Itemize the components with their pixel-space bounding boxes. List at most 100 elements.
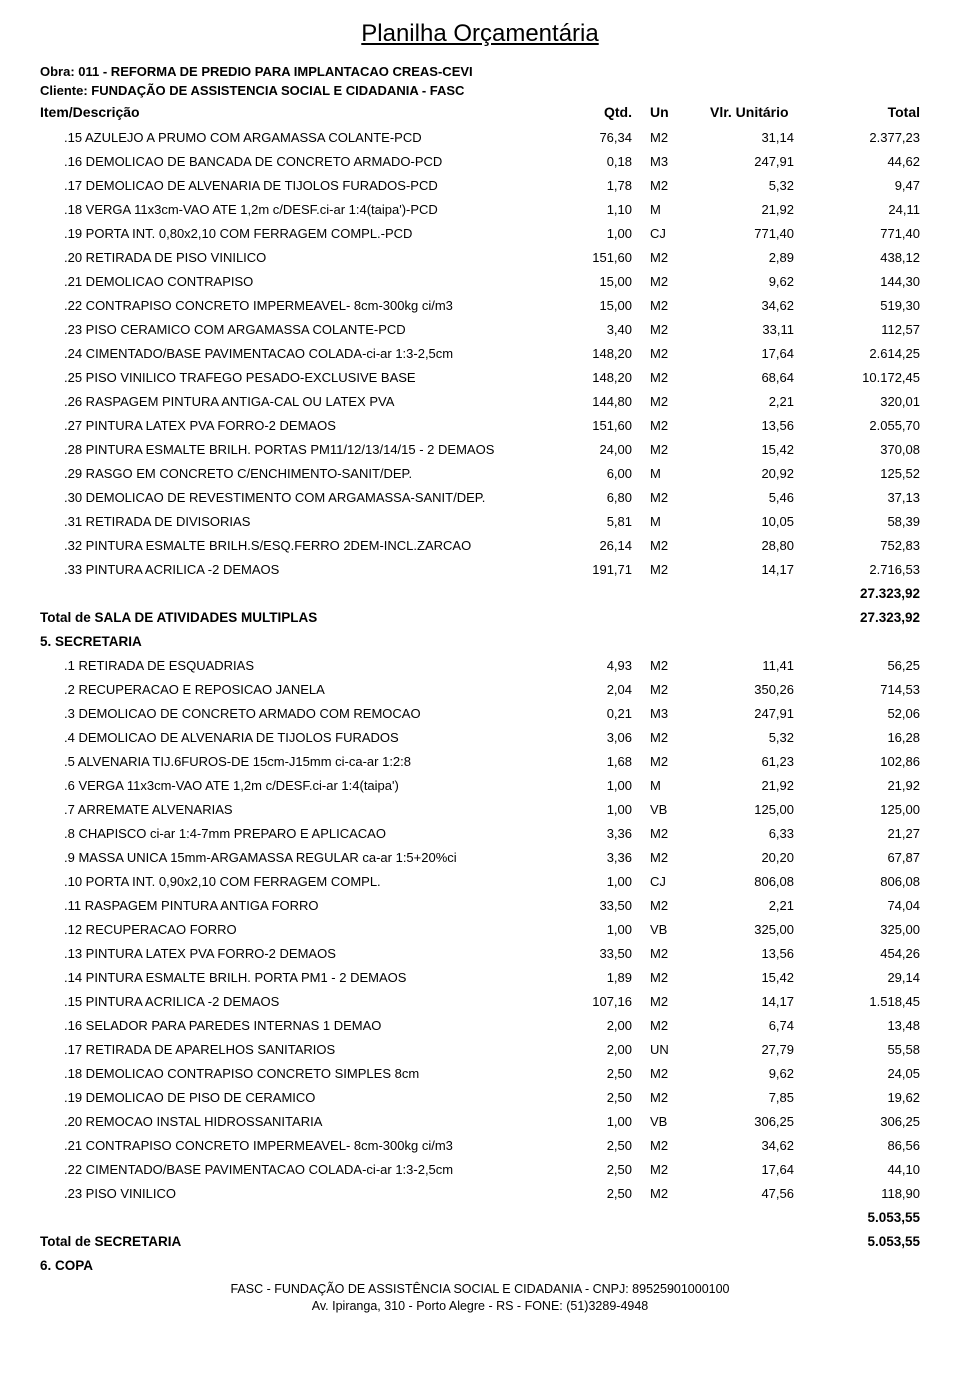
cell-desc: .23 PISO VINILICO bbox=[40, 1186, 550, 1201]
cell-total: 519,30 bbox=[810, 298, 920, 313]
obra-line: Obra: 011 - REFORMA DE PREDIO PARA IMPLA… bbox=[40, 64, 920, 79]
cell-qtd: 144,80 bbox=[550, 394, 650, 409]
cell-un: M bbox=[650, 514, 710, 529]
cell-desc: .31 RETIRADA DE DIVISORIAS bbox=[40, 514, 550, 529]
cell-qtd: 2,00 bbox=[550, 1018, 650, 1033]
table-row: .25 PISO VINILICO TRAFEGO PESADO-EXCLUSI… bbox=[40, 370, 920, 385]
table-row: .15 AZULEJO A PRUMO COM ARGAMASSA COLANT… bbox=[40, 130, 920, 145]
cell-desc: .5 ALVENARIA TIJ.6FUROS-DE 15cm-J15mm ci… bbox=[40, 754, 550, 769]
cell-unit: 9,62 bbox=[710, 274, 810, 289]
cell-un: M2 bbox=[650, 898, 710, 913]
cell-total: 370,08 bbox=[810, 442, 920, 457]
cell-total: 52,06 bbox=[810, 706, 920, 721]
cell-qtd: 1,00 bbox=[550, 1114, 650, 1129]
subtotal-2b: Total de SECRETARIA 5.053,55 bbox=[40, 1234, 920, 1249]
column-header-row: Item/Descrição Qtd. Un Vlr. Unitário Tot… bbox=[40, 104, 920, 120]
cell-un: M2 bbox=[650, 346, 710, 361]
cell-total: 24,05 bbox=[810, 1066, 920, 1081]
table-row: .18 VERGA 11x3cm-VAO ATE 1,2m c/DESF.ci-… bbox=[40, 202, 920, 217]
cell-un: M2 bbox=[650, 658, 710, 673]
cell-qtd: 33,50 bbox=[550, 946, 650, 961]
table-row: .20 REMOCAO INSTAL HIDROSSANITARIA1,00VB… bbox=[40, 1114, 920, 1129]
table-row: .5 ALVENARIA TIJ.6FUROS-DE 15cm-J15mm ci… bbox=[40, 754, 920, 769]
cell-total: 454,26 bbox=[810, 946, 920, 961]
cell-desc: .21 CONTRAPISO CONCRETO IMPERMEAVEL- 8cm… bbox=[40, 1138, 550, 1153]
cell-desc: .15 PINTURA ACRILICA -2 DEMAOS bbox=[40, 994, 550, 1009]
table-row: .33 PINTURA ACRILICA -2 DEMAOS191,71M214… bbox=[40, 562, 920, 577]
cell-desc: .24 CIMENTADO/BASE PAVIMENTACAO COLADA-c… bbox=[40, 346, 550, 361]
cell-unit: 2,21 bbox=[710, 394, 810, 409]
cell-un: M2 bbox=[650, 538, 710, 553]
cell-un: M2 bbox=[650, 250, 710, 265]
cell-total: 21,92 bbox=[810, 778, 920, 793]
table-row: .16 DEMOLICAO DE BANCADA DE CONCRETO ARM… bbox=[40, 154, 920, 169]
cell-desc: .7 ARREMATE ALVENARIAS bbox=[40, 802, 550, 817]
page-title: Planilha Orçamentária bbox=[40, 20, 920, 48]
subtotal-1b: Total de SALA DE ATIVIDADES MULTIPLAS 27… bbox=[40, 610, 920, 625]
cell-desc: .19 DEMOLICAO DE PISO DE CERAMICO bbox=[40, 1090, 550, 1105]
cell-qtd: 76,34 bbox=[550, 130, 650, 145]
cell-un: M2 bbox=[650, 274, 710, 289]
cell-un: M2 bbox=[650, 1018, 710, 1033]
cell-un: M2 bbox=[650, 394, 710, 409]
cell-total: 21,27 bbox=[810, 826, 920, 841]
cell-qtd: 2,50 bbox=[550, 1162, 650, 1177]
cell-desc: .6 VERGA 11x3cm-VAO ATE 1,2m c/DESF.ci-a… bbox=[40, 778, 550, 793]
cell-unit: 17,64 bbox=[710, 1162, 810, 1177]
cell-total: 125,00 bbox=[810, 802, 920, 817]
cell-desc: .19 PORTA INT. 0,80x2,10 COM FERRAGEM CO… bbox=[40, 226, 550, 241]
table-row: .20 RETIRADA DE PISO VINILICO151,60M22,8… bbox=[40, 250, 920, 265]
cell-total: 325,00 bbox=[810, 922, 920, 937]
table-row: .12 RECUPERACAO FORRO1,00VB325,00325,00 bbox=[40, 922, 920, 937]
cell-unit: 350,26 bbox=[710, 682, 810, 697]
cell-desc: .12 RECUPERACAO FORRO bbox=[40, 922, 550, 937]
table-row: .19 DEMOLICAO DE PISO DE CERAMICO2,50M27… bbox=[40, 1090, 920, 1105]
cell-unit: 2,89 bbox=[710, 250, 810, 265]
cell-un: M2 bbox=[650, 1090, 710, 1105]
cliente-line: Cliente: FUNDAÇÃO DE ASSISTENCIA SOCIAL … bbox=[40, 83, 920, 98]
cell-unit: 2,21 bbox=[710, 898, 810, 913]
table-row: .24 CIMENTADO/BASE PAVIMENTACAO COLADA-c… bbox=[40, 346, 920, 361]
table-row: .3 DEMOLICAO DE CONCRETO ARMADO COM REMO… bbox=[40, 706, 920, 721]
table-row: .23 PISO VINILICO2,50M247,56118,90 bbox=[40, 1186, 920, 1201]
table-row: .17 DEMOLICAO DE ALVENARIA DE TIJOLOS FU… bbox=[40, 178, 920, 193]
cell-unit: 27,79 bbox=[710, 1042, 810, 1057]
subtotal-value: 27.323,92 bbox=[800, 586, 920, 601]
cell-desc: .18 VERGA 11x3cm-VAO ATE 1,2m c/DESF.ci-… bbox=[40, 202, 550, 217]
cell-un: M2 bbox=[650, 826, 710, 841]
cell-un: M2 bbox=[650, 178, 710, 193]
cell-desc: .22 CONTRAPISO CONCRETO IMPERMEAVEL- 8cm… bbox=[40, 298, 550, 313]
table-row: .8 CHAPISCO ci-ar 1:4-7mm PREPARO E APLI… bbox=[40, 826, 920, 841]
cell-total: 118,90 bbox=[810, 1186, 920, 1201]
table-row: .15 PINTURA ACRILICA -2 DEMAOS107,16M214… bbox=[40, 994, 920, 1009]
col-unit: Vlr. Unitário bbox=[710, 104, 810, 120]
cell-un: VB bbox=[650, 1114, 710, 1129]
cell-desc: .16 SELADOR PARA PAREDES INTERNAS 1 DEMA… bbox=[40, 1018, 550, 1033]
cell-qtd: 2,50 bbox=[550, 1138, 650, 1153]
cell-unit: 247,91 bbox=[710, 154, 810, 169]
cell-un: M2 bbox=[650, 1186, 710, 1201]
cell-total: 806,08 bbox=[810, 874, 920, 889]
cell-un: M2 bbox=[650, 298, 710, 313]
cell-un: M2 bbox=[650, 1162, 710, 1177]
cell-qtd: 1,00 bbox=[550, 802, 650, 817]
cell-un: CJ bbox=[650, 874, 710, 889]
cell-unit: 11,41 bbox=[710, 658, 810, 673]
cell-desc: .22 CIMENTADO/BASE PAVIMENTACAO COLADA-c… bbox=[40, 1162, 550, 1177]
cell-qtd: 148,20 bbox=[550, 346, 650, 361]
col-qtd: Qtd. bbox=[550, 104, 650, 120]
cell-un: UN bbox=[650, 1042, 710, 1057]
cell-un: M bbox=[650, 466, 710, 481]
cell-unit: 5,32 bbox=[710, 730, 810, 745]
cell-un: CJ bbox=[650, 226, 710, 241]
cell-unit: 7,85 bbox=[710, 1090, 810, 1105]
cell-un: M2 bbox=[650, 730, 710, 745]
subtotal-value: 27.323,92 bbox=[800, 610, 920, 625]
cell-total: 320,01 bbox=[810, 394, 920, 409]
cell-qtd: 107,16 bbox=[550, 994, 650, 1009]
cell-desc: .2 RECUPERACAO E REPOSICAO JANELA bbox=[40, 682, 550, 697]
footer-line-2: Av. Ipiranga, 310 - Porto Alegre - RS - … bbox=[40, 1299, 920, 1313]
cell-qtd: 3,06 bbox=[550, 730, 650, 745]
cell-total: 86,56 bbox=[810, 1138, 920, 1153]
cell-qtd: 6,00 bbox=[550, 466, 650, 481]
